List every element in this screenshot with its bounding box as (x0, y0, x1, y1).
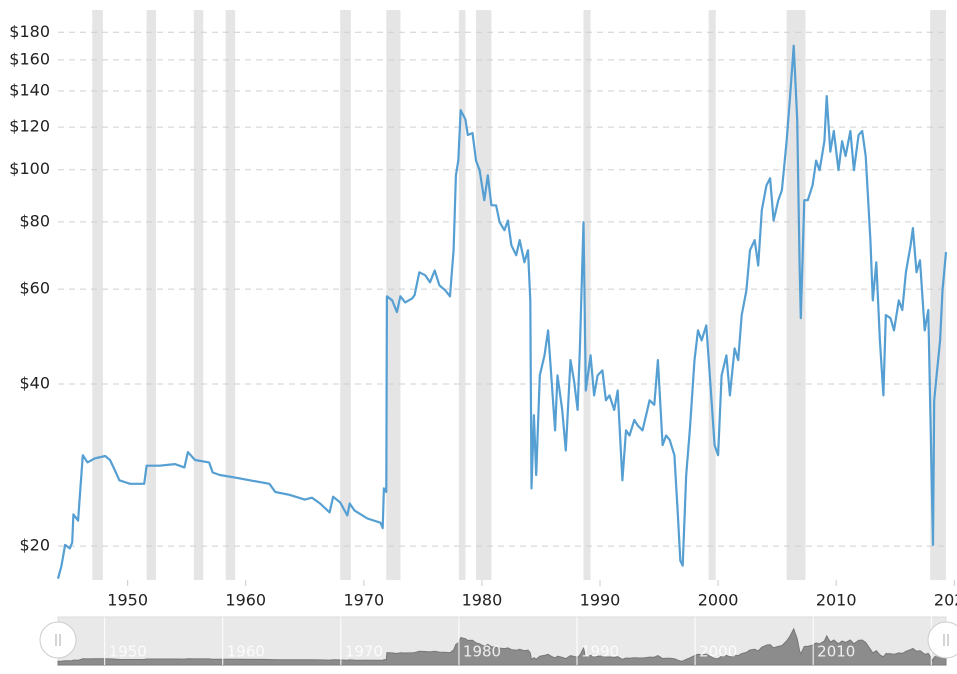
shaded-period (786, 10, 806, 580)
nav-label: 2010 (817, 643, 855, 661)
nav-label: 1980 (463, 643, 501, 661)
shaded-period (583, 10, 591, 580)
shaded-period (225, 10, 236, 580)
shaded-period (458, 10, 466, 580)
x-tick-label: 1990 (580, 591, 621, 610)
y-tick-label: $60 (19, 279, 50, 298)
shaded-period (386, 10, 401, 580)
shaded-period (193, 10, 204, 580)
y-tick-label: $180 (9, 22, 50, 41)
x-tick-label: 2010 (816, 591, 857, 610)
shaded-period (146, 10, 157, 580)
handle-circle (39, 621, 77, 659)
handle-circle (927, 621, 957, 659)
y-tick-label: $120 (9, 117, 50, 136)
shaded-period (92, 10, 103, 580)
shaded-period (476, 10, 492, 580)
nav-label: 1950 (109, 643, 147, 661)
shaded-period (340, 10, 351, 580)
nav-label: 1960 (227, 643, 265, 661)
y-tick-label: $80 (19, 211, 50, 230)
nav-label: 2000 (699, 643, 737, 661)
x-tick-label: 1970 (343, 591, 384, 610)
y-tick-label: $40 (19, 374, 50, 393)
navigator-handle[interactable] (39, 621, 77, 659)
y-tick-label: $140 (9, 81, 50, 100)
x-tick-label: 2000 (698, 591, 739, 610)
x-tick-label: 1960 (225, 591, 266, 610)
y-tick-label: $20 (19, 536, 50, 555)
nav-label: 1990 (581, 643, 619, 661)
price-line (56, 44, 948, 579)
nav-label: 1970 (345, 643, 383, 661)
navigator-area (57, 627, 947, 666)
y-tick-label: $100 (9, 159, 50, 178)
x-tick-label: 2020 (934, 591, 957, 610)
y-tick-label: $160 (9, 49, 50, 68)
x-tick-label: 1950 (107, 591, 148, 610)
x-tick-label: 1980 (462, 591, 503, 610)
navigator-handle[interactable] (927, 621, 957, 659)
shaded-period (708, 10, 716, 580)
